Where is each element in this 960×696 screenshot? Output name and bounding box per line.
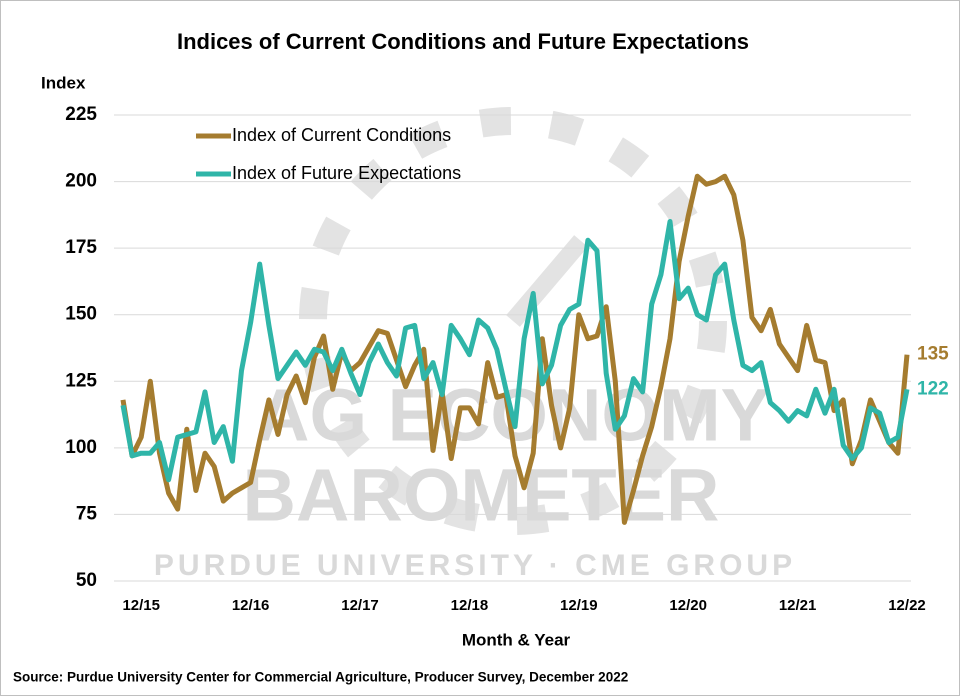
chart-title: Indices of Current Conditions and Future…	[177, 29, 749, 54]
y-tick-label: 125	[65, 370, 97, 391]
y-tick-label: 150	[65, 304, 97, 325]
end-label: 135	[917, 344, 949, 365]
y-tick-label: 200	[65, 171, 97, 192]
y-tick-label: 175	[65, 237, 97, 258]
line-series	[120, 173, 910, 525]
y-axis-label: Index	[41, 73, 86, 92]
x-tick-label: 12/20	[669, 597, 707, 614]
watermark-text: BAROMETER	[243, 454, 720, 537]
y-tick-label: 75	[76, 503, 98, 524]
end-label: 122	[917, 378, 949, 399]
legend-label: Index of Future Expectations	[232, 163, 461, 183]
x-tick-label: 12/18	[451, 597, 489, 614]
x-axis-label: Month & Year	[462, 630, 571, 649]
x-tick-label: 12/15	[122, 597, 160, 614]
watermark-gauge	[299, 107, 727, 535]
x-tick-label: 12/21	[779, 597, 817, 614]
x-tick-label: 12/17	[341, 597, 379, 614]
watermark-text: PURDUE UNIVERSITY · CME GROUP	[154, 549, 796, 582]
y-tick-label: 50	[76, 570, 97, 591]
x-tick-label: 12/22	[888, 597, 926, 614]
y-tick-label: 100	[65, 437, 97, 458]
source: Source: Purdue University Center for Com…	[13, 670, 628, 685]
y-tick-label: 225	[65, 104, 97, 125]
x-tick-label: 12/19	[560, 597, 598, 614]
line-series	[120, 219, 910, 483]
legend-label: Index of Current Conditions	[232, 125, 451, 145]
x-tick-label: 12/16	[232, 597, 270, 614]
